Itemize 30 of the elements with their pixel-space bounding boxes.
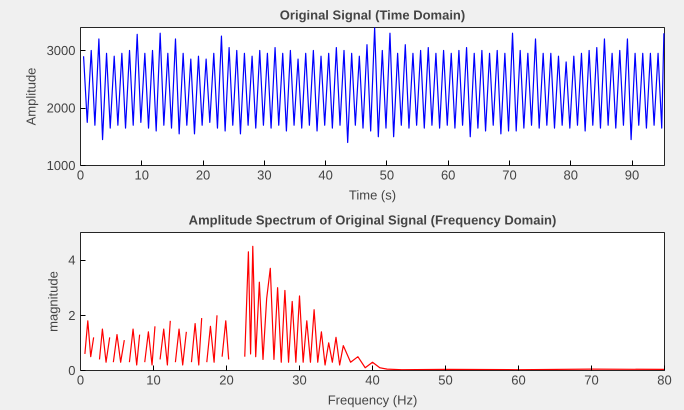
x-tick-label: 80: [564, 168, 578, 182]
y-tick-label: 4: [68, 252, 76, 268]
x-tick-label: 40: [318, 168, 333, 182]
y-axis-title: Amplitude: [24, 68, 39, 126]
y-tick-label: 3000: [46, 43, 76, 58]
x-tick-label: 80: [657, 372, 672, 388]
x-tick-label: 70: [584, 372, 599, 388]
x-tick-label: 40: [365, 372, 380, 388]
x-tick-label: 10: [146, 372, 161, 388]
x-tick-label: 60: [440, 168, 456, 182]
chart-title: Original Signal (Time Domain): [280, 8, 466, 22]
x-tick-label: 10: [134, 168, 150, 182]
x-tick-label: 20: [196, 168, 210, 182]
y-axis-title: magnitude: [45, 271, 60, 332]
x-tick-label: 30: [257, 168, 272, 182]
x-axis-title: Time (s): [348, 188, 396, 202]
x-tick-label: 30: [292, 372, 307, 388]
x-axis-title: Frequency (Hz): [328, 392, 418, 408]
x-tick-label: 70: [502, 168, 517, 182]
chart-title: Amplitude Spectrum of Original Signal (Frequency Domain): [188, 212, 556, 228]
x-tick-label: 20: [219, 372, 234, 388]
y-tick-label: 2000: [46, 100, 76, 116]
x-tick-label: 50: [438, 372, 453, 388]
y-tick-label: 0: [68, 363, 76, 378]
x-tick-label: 50: [380, 168, 394, 182]
y-tick-label: 1000: [46, 158, 76, 173]
x-tick-label: 60: [511, 372, 526, 388]
y-tick-label: 2: [68, 308, 76, 323]
x-tick-label: 90: [624, 168, 640, 182]
line-series: [82, 28, 664, 144]
